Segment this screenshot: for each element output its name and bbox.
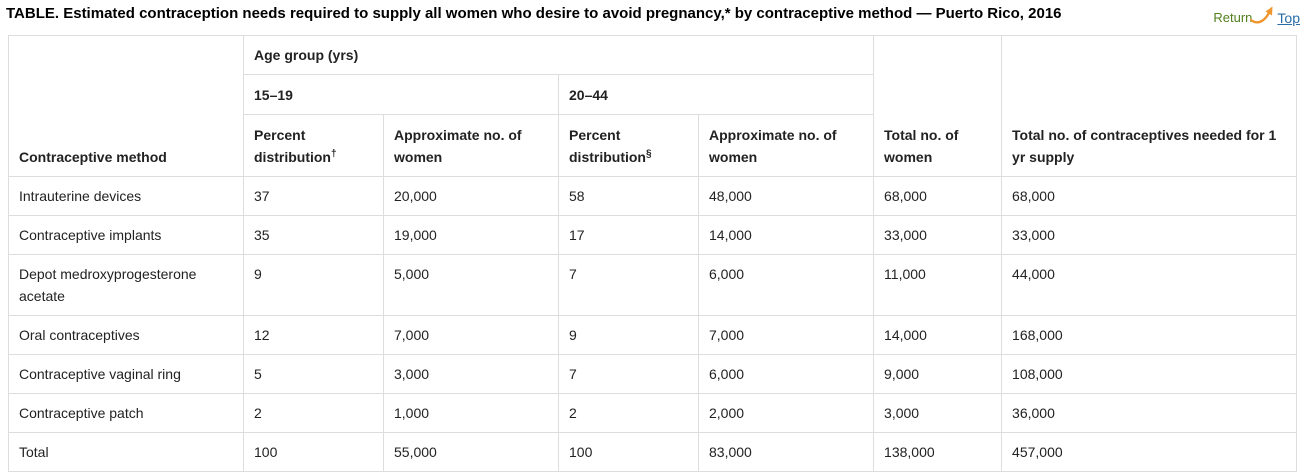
value-cell: 108,000 bbox=[1001, 354, 1298, 394]
return-to-top-link[interactable]: Return Top bbox=[1213, 5, 1300, 30]
return-to-top-arrow-icon bbox=[1250, 5, 1276, 30]
value-cell: 58 bbox=[558, 176, 699, 216]
percent-distribution-label: Percent distribution bbox=[254, 126, 331, 165]
value-cell: 44,000 bbox=[1001, 254, 1298, 316]
value-cell: 138,000 bbox=[873, 432, 1003, 472]
value-cell: 6,000 bbox=[697, 354, 875, 394]
col-header-total-women: Total no. of women bbox=[873, 35, 1003, 177]
header-row-age-ranges: 15–19 20–44 bbox=[9, 74, 1297, 115]
value-cell: 68,000 bbox=[1001, 176, 1298, 216]
table-row-contraceptive-vaginal-ring: Contraceptive vaginal ring 5 3,000 7 6,0… bbox=[8, 354, 1298, 394]
value-cell: 2 bbox=[558, 393, 699, 433]
value-cell: 100 bbox=[243, 432, 384, 472]
contraception-needs-table: Contraceptive method Age group (yrs) Tot… bbox=[8, 35, 1298, 472]
value-cell: 7,000 bbox=[383, 315, 559, 355]
value-cell: 9 bbox=[558, 315, 699, 355]
method-cell: Contraceptive implants bbox=[8, 215, 244, 255]
value-cell: 5 bbox=[243, 354, 384, 394]
table-row-oral-contraceptives: Oral contraceptives 12 7,000 9 7,000 14,… bbox=[8, 315, 1298, 355]
table-title: TABLE. Estimated contraception needs req… bbox=[6, 5, 1062, 22]
value-cell: 100 bbox=[558, 432, 699, 472]
value-cell: 36,000 bbox=[1001, 393, 1298, 433]
value-cell: 48,000 bbox=[697, 176, 875, 216]
title-bar: TABLE. Estimated contraception needs req… bbox=[0, 0, 1304, 35]
header-row-age-group: Contraceptive method Age group (yrs) Tot… bbox=[8, 35, 1298, 177]
value-cell: 17 bbox=[558, 215, 699, 255]
method-cell: Contraceptive patch bbox=[8, 393, 244, 433]
table-row-contraceptive-implants: Contraceptive implants 35 19,000 17 14,0… bbox=[8, 215, 1298, 255]
value-cell: 3,000 bbox=[873, 393, 1003, 433]
value-cell: 37 bbox=[243, 176, 384, 216]
value-cell: 19,000 bbox=[383, 215, 559, 255]
method-cell: Intrauterine devices bbox=[8, 176, 244, 216]
percent-distribution-label: Percent distribution bbox=[569, 126, 646, 165]
value-cell: 83,000 bbox=[697, 432, 875, 472]
table-row-intrauterine-devices: Intrauterine devices 37 20,000 58 48,000… bbox=[8, 176, 1298, 216]
value-cell: 14,000 bbox=[697, 215, 875, 255]
col-header-percent-distribution-20-44: Percent distribution§ bbox=[558, 114, 699, 177]
col-header-age-15-19: 15–19 bbox=[243, 74, 559, 115]
value-cell: 6,000 bbox=[697, 254, 875, 316]
method-cell: Oral contraceptives bbox=[8, 315, 244, 355]
value-cell: 1,000 bbox=[383, 393, 559, 433]
value-cell: 9 bbox=[243, 254, 384, 316]
value-cell: 5,000 bbox=[383, 254, 559, 316]
method-cell: Depot medroxyprogesterone acetate bbox=[8, 254, 244, 316]
col-header-approx-women-20-44: Approximate no. of women bbox=[697, 114, 875, 177]
col-header-contraceptive-method: Contraceptive method bbox=[8, 35, 244, 177]
value-cell: 2 bbox=[243, 393, 384, 433]
value-cell: 35 bbox=[243, 215, 384, 255]
value-cell: 7 bbox=[558, 254, 699, 316]
value-cell: 7 bbox=[558, 354, 699, 394]
value-cell: 7,000 bbox=[697, 315, 875, 355]
table-row-depot-medroxyprogesterone: Depot medroxyprogesterone acetate 9 5,00… bbox=[8, 254, 1298, 316]
table-row-total: Total 100 55,000 100 83,000 138,000 457,… bbox=[8, 432, 1298, 472]
section-footnote-marker: § bbox=[646, 147, 652, 159]
top-link-label[interactable]: Top bbox=[1277, 9, 1300, 26]
dagger-footnote-marker: † bbox=[331, 147, 337, 159]
method-cell: Total bbox=[8, 432, 244, 472]
value-cell: 68,000 bbox=[873, 176, 1003, 216]
table-row-contraceptive-patch: Contraceptive patch 2 1,000 2 2,000 3,00… bbox=[8, 393, 1298, 433]
value-cell: 457,000 bbox=[1001, 432, 1298, 472]
col-header-total-contraceptives: Total no. of contraceptives needed for 1… bbox=[1001, 35, 1298, 177]
col-header-approx-women-15-19: Approximate no. of women bbox=[383, 114, 559, 177]
value-cell: 55,000 bbox=[383, 432, 559, 472]
value-cell: 3,000 bbox=[383, 354, 559, 394]
col-header-age-group: Age group (yrs) bbox=[242, 35, 875, 75]
return-label[interactable]: Return bbox=[1213, 10, 1253, 25]
value-cell: 33,000 bbox=[873, 215, 1003, 255]
value-cell: 12 bbox=[243, 315, 384, 355]
header-row-measures: Percent distribution† Approximate no. of… bbox=[9, 114, 1297, 177]
value-cell: 9,000 bbox=[873, 354, 1003, 394]
value-cell: 33,000 bbox=[1001, 215, 1298, 255]
method-cell: Contraceptive vaginal ring bbox=[8, 354, 244, 394]
value-cell: 168,000 bbox=[1001, 315, 1298, 355]
value-cell: 20,000 bbox=[383, 176, 559, 216]
value-cell: 2,000 bbox=[697, 393, 875, 433]
col-header-percent-distribution-15-19: Percent distribution† bbox=[243, 114, 384, 177]
value-cell: 14,000 bbox=[873, 315, 1003, 355]
value-cell: 11,000 bbox=[873, 254, 1003, 316]
col-header-age-20-44: 20–44 bbox=[557, 74, 875, 115]
